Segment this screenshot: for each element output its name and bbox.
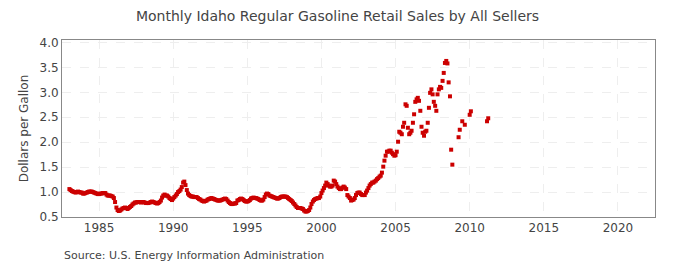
svg-text:1.5: 1.5 (40, 160, 59, 174)
svg-text:Source: U.S. Energy Informatio: Source: U.S. Energy Information Administ… (64, 249, 324, 262)
svg-text:4.0: 4.0 (40, 36, 59, 50)
svg-text:Dollars per Gallon: Dollars per Gallon (17, 75, 31, 183)
svg-text:2015: 2015 (529, 221, 560, 235)
svg-text:1.0: 1.0 (40, 185, 59, 199)
svg-text:3.0: 3.0 (40, 86, 59, 100)
svg-text:1990: 1990 (158, 221, 189, 235)
svg-text:2.0: 2.0 (40, 135, 59, 149)
svg-text:Monthly Idaho Regular Gasoline: Monthly Idaho Regular Gasoline Retail Sa… (136, 8, 539, 24)
svg-text:0.5: 0.5 (40, 210, 59, 224)
svg-text:2020: 2020 (603, 221, 634, 235)
svg-text:2005: 2005 (380, 221, 411, 235)
svg-text:2010: 2010 (454, 221, 485, 235)
svg-text:1985: 1985 (84, 221, 115, 235)
svg-text:1995: 1995 (232, 221, 263, 235)
svg-text:2000: 2000 (306, 221, 337, 235)
svg-text:3.5: 3.5 (40, 61, 59, 75)
svg-text:2.5: 2.5 (40, 110, 59, 124)
